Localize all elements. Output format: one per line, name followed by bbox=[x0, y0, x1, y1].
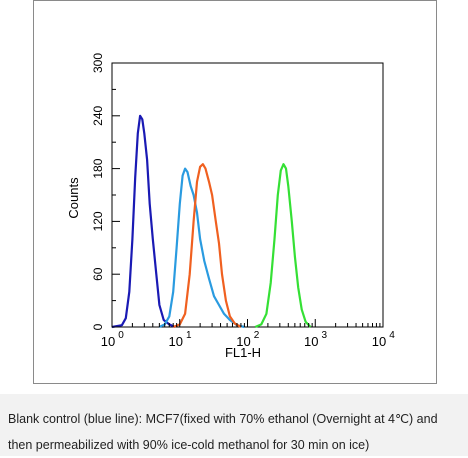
caption-line-1: Blank control (blue line): MCF7(fixed wi… bbox=[8, 412, 438, 426]
x-tick-exponent: 3 bbox=[321, 330, 327, 341]
y-axis: 0 60 120 180 240 300 bbox=[91, 53, 120, 330]
series-line-3 bbox=[172, 163, 242, 329]
series-line-2 bbox=[158, 167, 245, 329]
x-tick-exponent: 4 bbox=[389, 330, 395, 341]
y-tick-label: 240 bbox=[91, 105, 105, 125]
plot-border bbox=[111, 62, 384, 328]
x-axis-title: FL1-H bbox=[225, 345, 261, 360]
series-line-1 bbox=[111, 114, 176, 329]
x-tick-label: 10 bbox=[101, 334, 115, 349]
plot-area bbox=[111, 62, 384, 328]
y-tick-label: 60 bbox=[91, 267, 105, 281]
series-layer bbox=[111, 114, 312, 329]
y-tick-label: 300 bbox=[91, 53, 105, 73]
y-tick-label: 120 bbox=[91, 211, 105, 231]
caption-line-2: then permeabilized with 90% ice-cold met… bbox=[8, 438, 370, 452]
y-tick-label: 0 bbox=[91, 323, 105, 330]
x-tick-exponent: 0 bbox=[118, 330, 124, 341]
y-axis-title: Counts bbox=[66, 177, 81, 219]
figure-caption: Blank control (blue line): MCF7(fixed wi… bbox=[0, 394, 468, 456]
x-tick-label: 10 bbox=[169, 334, 183, 349]
x-tick-exponent: 2 bbox=[254, 330, 260, 341]
x-axis: 10 0 10 1 10 2 10 3 10 4 bbox=[101, 319, 395, 349]
x-tick-label: 10 bbox=[304, 334, 318, 349]
series-line-4 bbox=[254, 163, 312, 329]
x-tick-label: 10 bbox=[236, 334, 250, 349]
y-tick-label: 180 bbox=[91, 158, 105, 178]
x-tick-exponent: 1 bbox=[186, 330, 192, 341]
figure-frame bbox=[33, 0, 437, 384]
x-tick-label: 10 bbox=[372, 334, 386, 349]
